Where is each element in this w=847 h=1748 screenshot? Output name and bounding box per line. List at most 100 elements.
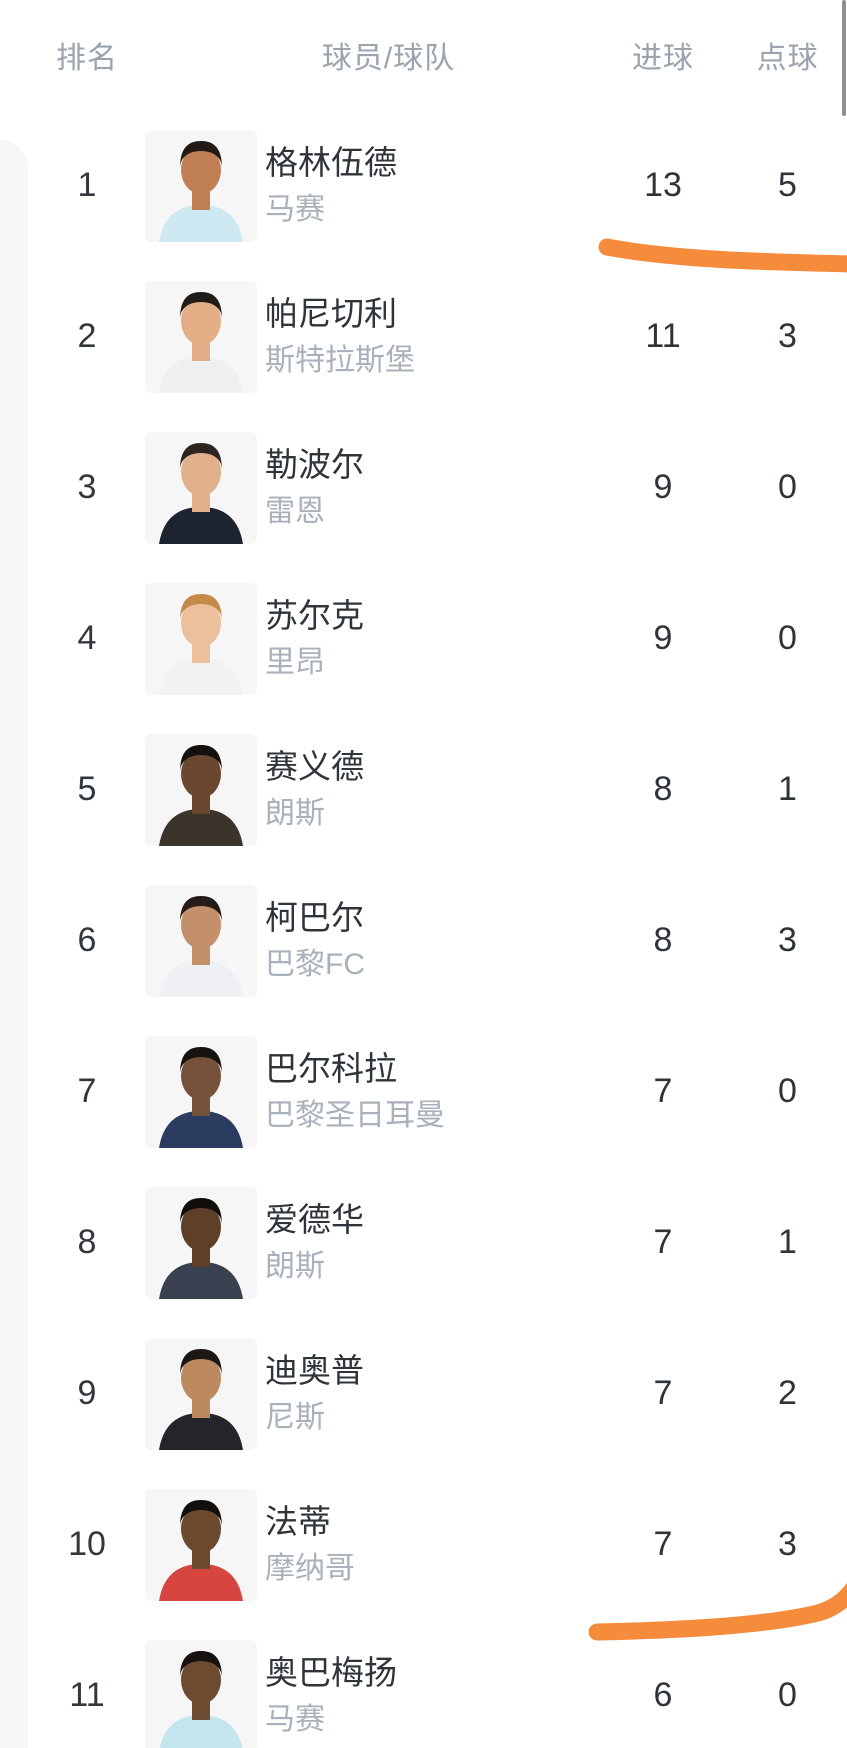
player-avatar [145, 1186, 257, 1299]
rank-value: 3 [77, 468, 97, 506]
rank-value: 9 [77, 1374, 97, 1412]
scorers-table-body: 1 格林伍德 马赛 13 5 2 [0, 110, 847, 1748]
header-rank: 排名 [56, 42, 118, 75]
player-photo-icon [145, 733, 257, 846]
player-cell: 柯巴尔 巴黎FC [265, 898, 603, 984]
player-cell: 法蒂 摩纳哥 [265, 1502, 603, 1588]
rank-value: 1 [77, 166, 97, 204]
goals-value: 8 [653, 921, 673, 959]
goals-value: 9 [653, 619, 673, 657]
player-cell: 爱德华 朗斯 [265, 1200, 603, 1286]
player-name: 赛义德 [265, 747, 364, 785]
rank-value: 4 [77, 619, 97, 657]
goals-value: 7 [653, 1072, 673, 1110]
player-name: 勒波尔 [265, 445, 364, 483]
penalties-value: 0 [778, 1676, 797, 1714]
player-name: 巴尔科拉 [265, 1049, 397, 1087]
rank-value: 11 [69, 1676, 105, 1714]
penalties-value: 5 [778, 166, 797, 204]
player-avatar [145, 1035, 257, 1148]
player-avatar [145, 582, 257, 695]
rank-value: 8 [77, 1223, 97, 1261]
table-row[interactable]: 10 法蒂 摩纳哥 7 3 [0, 1469, 847, 1620]
player-photo-icon [145, 431, 257, 544]
player-avatar [145, 733, 257, 846]
player-avatar [145, 1488, 257, 1601]
player-cell: 苏尔克 里昂 [265, 596, 603, 682]
goals-value: 8 [653, 770, 673, 808]
rank-value: 10 [68, 1525, 106, 1563]
goals-value: 7 [653, 1374, 673, 1412]
player-avatar [145, 129, 257, 242]
player-cell: 勒波尔 雷恩 [265, 445, 603, 531]
team-name: 斯特拉斯堡 [265, 344, 415, 378]
player-photo-icon [145, 1035, 257, 1148]
player-cell: 巴尔科拉 巴黎圣日耳曼 [265, 1049, 603, 1135]
team-name: 朗斯 [265, 797, 325, 831]
player-cell: 帕尼切利 斯特拉斯堡 [265, 294, 603, 380]
table-row[interactable]: 8 爱德华 朗斯 7 1 [0, 1167, 847, 1318]
table-row[interactable]: 1 格林伍德 马赛 13 5 [0, 110, 847, 261]
header-goals: 进球 [632, 42, 694, 75]
team-name: 马赛 [265, 1703, 325, 1737]
team-name: 马赛 [265, 193, 325, 227]
team-name: 巴黎FC [265, 948, 365, 982]
player-photo-icon [145, 1337, 257, 1450]
player-name: 爱德华 [265, 1200, 364, 1238]
player-photo-icon [145, 129, 257, 242]
header-penalties: 点球 [756, 42, 819, 75]
goals-value: 6 [653, 1676, 673, 1714]
player-cell: 迪奥普 尼斯 [265, 1351, 603, 1437]
penalties-value: 0 [778, 1072, 797, 1110]
player-name: 格林伍德 [265, 143, 397, 181]
goals-value: 7 [653, 1223, 673, 1261]
player-photo-icon [145, 1639, 257, 1748]
player-photo-icon [145, 582, 257, 695]
table-row[interactable]: 6 柯巴尔 巴黎FC 8 3 [0, 865, 847, 1016]
penalties-value: 1 [778, 770, 797, 808]
header-player-team: 球员/球队 [321, 42, 456, 75]
player-photo-icon [145, 1488, 257, 1601]
penalties-value: 3 [778, 317, 797, 355]
goals-value: 9 [653, 468, 673, 506]
player-avatar [145, 1639, 257, 1748]
player-photo-icon [145, 884, 257, 997]
player-avatar [145, 884, 257, 997]
team-name: 巴黎圣日耳曼 [265, 1099, 445, 1133]
team-name: 摩纳哥 [265, 1552, 355, 1586]
rank-value: 2 [77, 317, 97, 355]
player-name: 迪奥普 [265, 1351, 364, 1389]
penalties-value: 3 [778, 921, 797, 959]
table-row[interactable]: 11 奥巴梅扬 马赛 6 0 [0, 1620, 847, 1748]
goals-value: 13 [644, 166, 682, 204]
adjacent-card-edge [0, 140, 28, 1748]
team-name: 雷恩 [265, 495, 325, 529]
team-name: 尼斯 [265, 1401, 325, 1435]
table-row[interactable]: 9 迪奥普 尼斯 7 2 [0, 1318, 847, 1469]
table-row[interactable]: 5 赛义德 朗斯 8 1 [0, 714, 847, 865]
player-cell: 赛义德 朗斯 [265, 747, 603, 833]
goals-value: 11 [645, 317, 681, 355]
player-photo-icon [145, 280, 257, 393]
player-name: 柯巴尔 [265, 898, 364, 936]
table-row[interactable]: 3 勒波尔 雷恩 9 0 [0, 412, 847, 563]
rank-value: 7 [77, 1072, 97, 1110]
player-name: 法蒂 [265, 1502, 331, 1540]
table-row[interactable]: 2 帕尼切利 斯特拉斯堡 11 3 [0, 261, 847, 412]
penalties-value: 0 [778, 619, 797, 657]
penalties-value: 0 [778, 468, 797, 506]
player-name: 奥巴梅扬 [265, 1653, 397, 1691]
goals-value: 7 [653, 1525, 673, 1563]
player-name: 帕尼切利 [265, 294, 397, 332]
table-row[interactable]: 4 苏尔克 里昂 9 0 [0, 563, 847, 714]
player-avatar [145, 280, 257, 393]
player-avatar [145, 431, 257, 544]
rank-value: 6 [77, 921, 97, 959]
player-cell: 奥巴梅扬 马赛 [265, 1653, 603, 1739]
rank-value: 5 [77, 770, 97, 808]
table-row[interactable]: 7 巴尔科拉 巴黎圣日耳曼 7 0 [0, 1016, 847, 1167]
scrollbar-thumb[interactable] [842, 0, 846, 116]
table-header: 排名 球员/球队 进球 点球 [0, 0, 847, 110]
player-name: 苏尔克 [265, 596, 364, 634]
